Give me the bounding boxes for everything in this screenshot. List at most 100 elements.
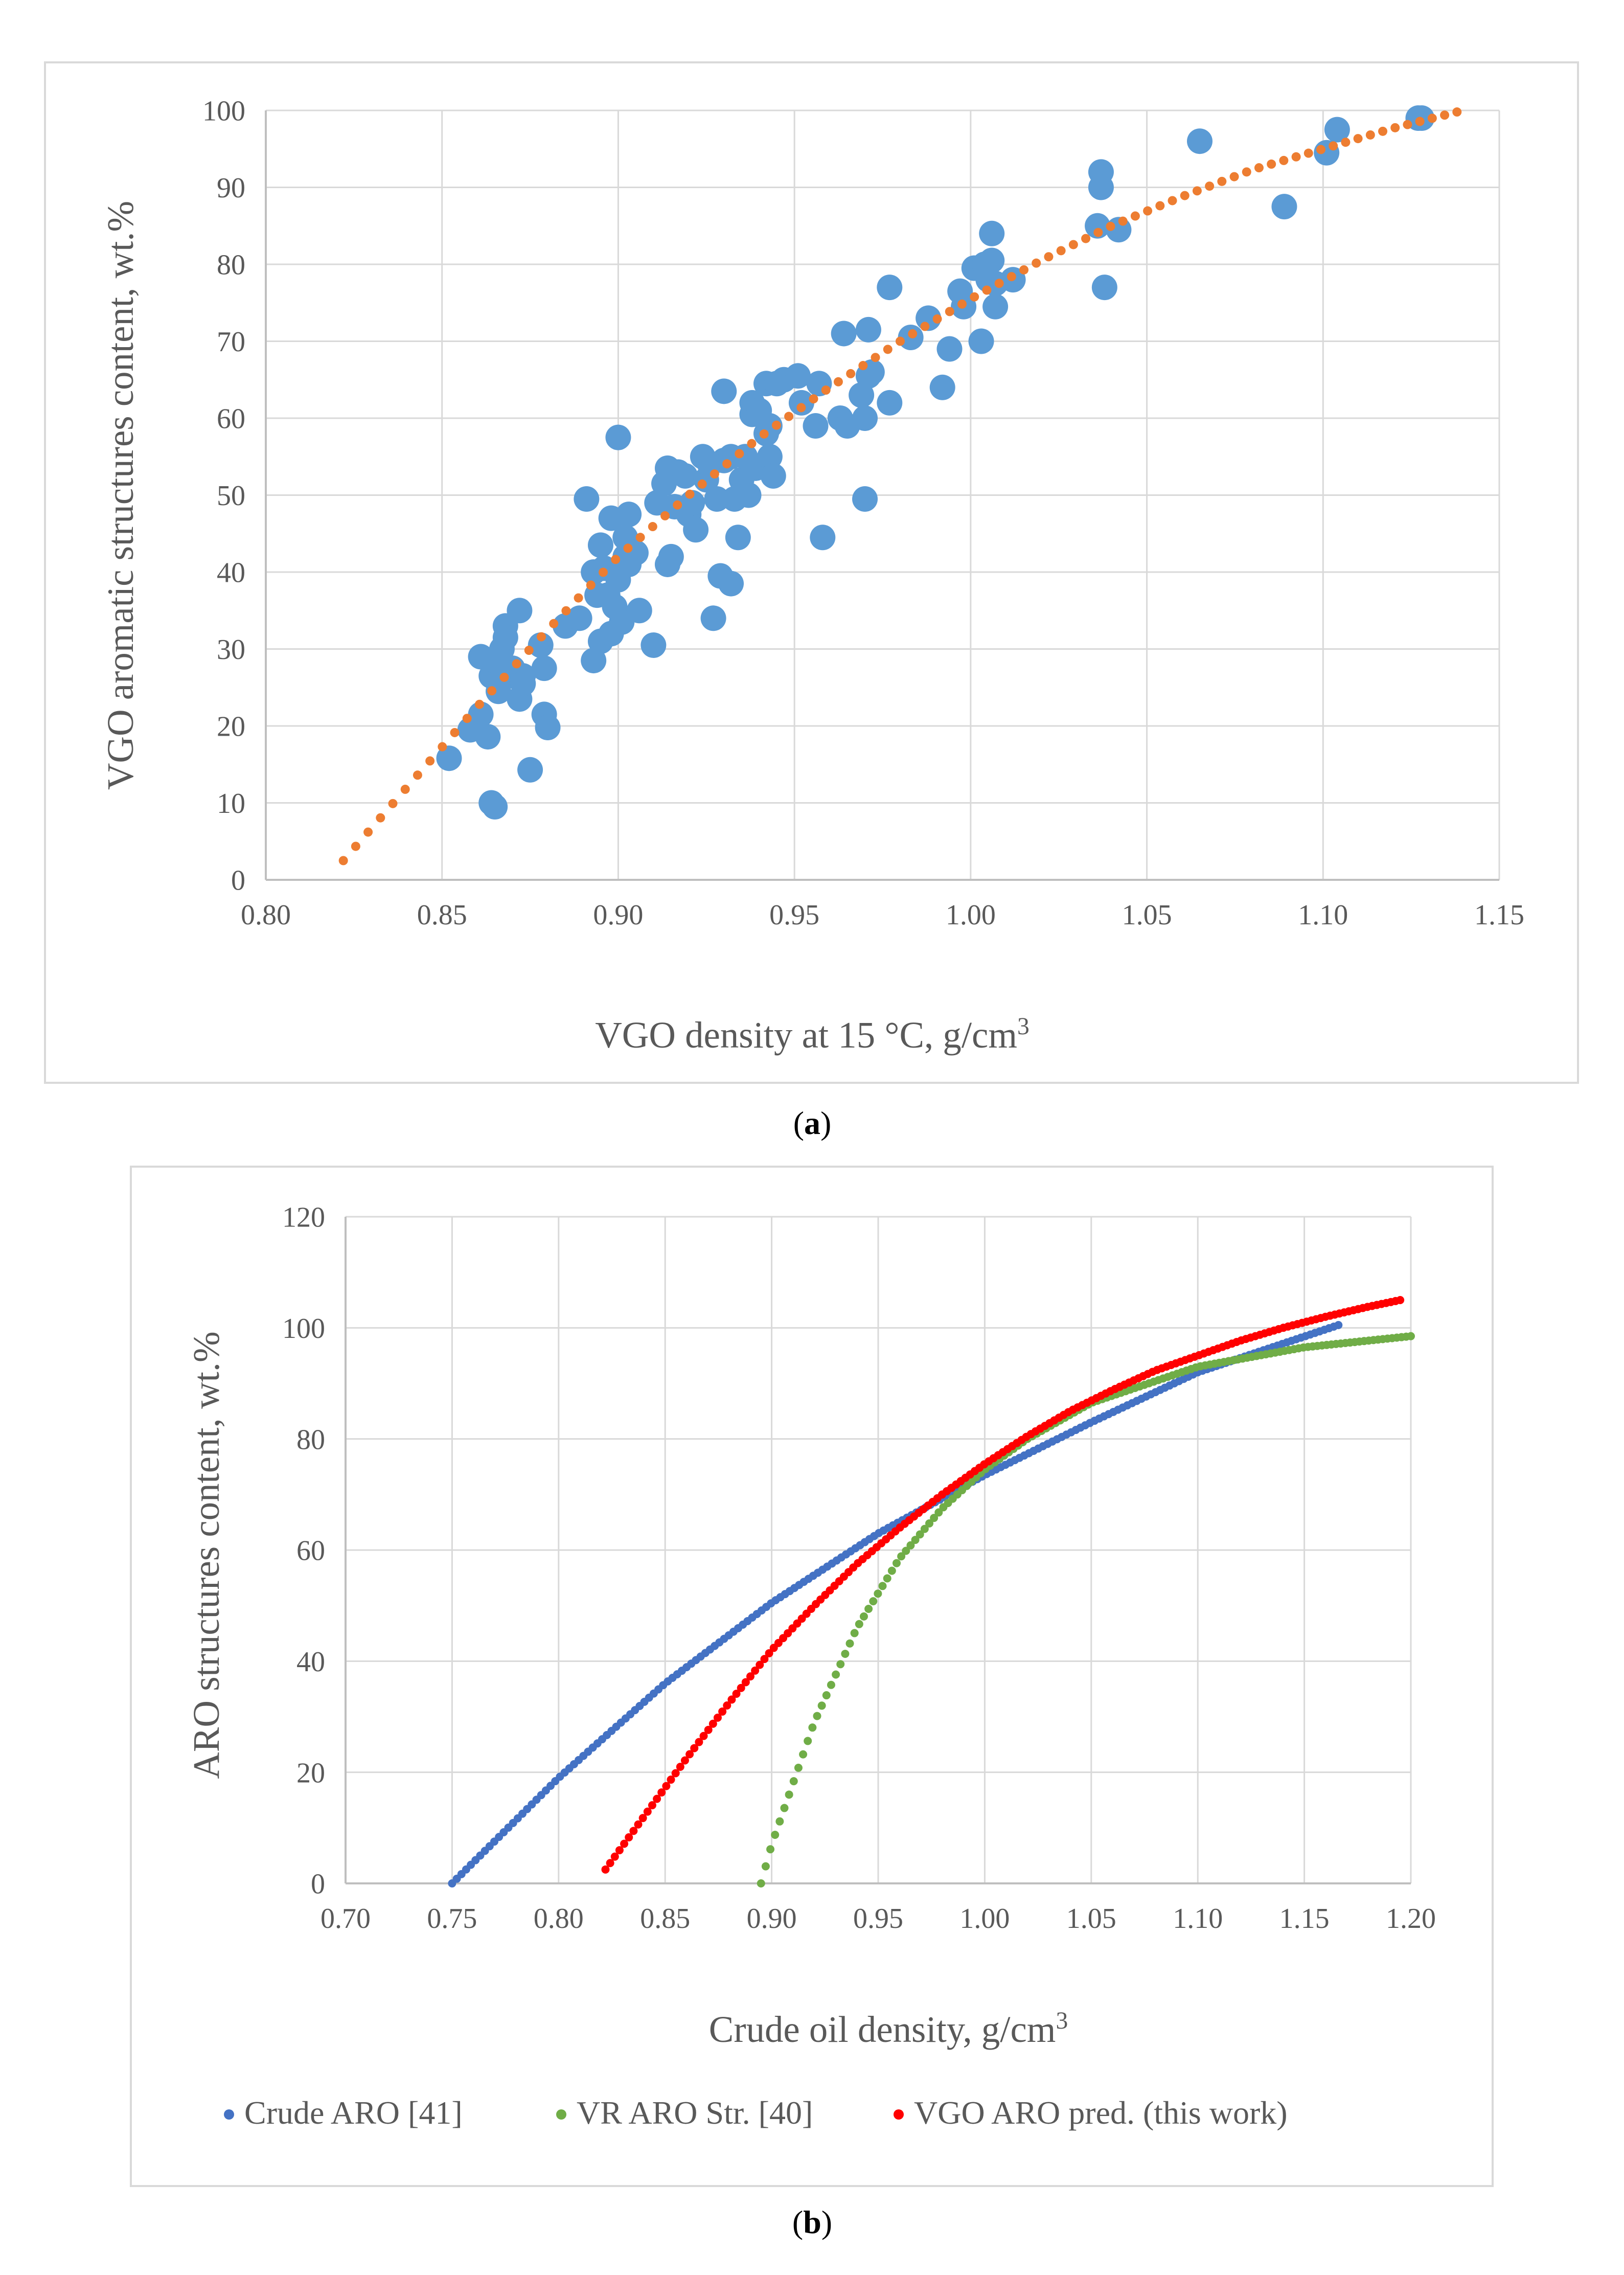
chart-a-fit-point: [536, 632, 546, 642]
chart-b-series-3-point: [610, 1852, 619, 1861]
chart-a-data-point: [803, 413, 829, 439]
chart-a-data-point: [626, 598, 652, 624]
chart-a-fit-point: [1118, 216, 1128, 226]
chart-b-xtick-label: 1.00: [959, 1903, 1010, 1935]
chart-b-svg: 0.70 0.75 0.80 0.85 0.90 0.95 1.00 1.05 1.10 1.15…: [186, 1202, 1436, 2131]
chart-a-xtick-label: 0.80: [241, 899, 291, 931]
chart-b-xtick-label: 1.10: [1173, 1903, 1223, 1935]
chart-a-fit-point: [474, 699, 484, 709]
chart-a-data-point: [718, 571, 744, 597]
chart-b-series-2-point: [757, 1879, 765, 1887]
chart-a-fit-point: [549, 619, 559, 628]
chart-a-fit-point: [512, 659, 521, 669]
chart-a-ytick-label: 90: [217, 172, 245, 204]
chart-b-series-2-point: [761, 1862, 770, 1871]
chart-a-data-point: [700, 605, 726, 631]
chart-b-series-2-point: [822, 1691, 831, 1700]
chart-a-ytick-label: 70: [217, 326, 245, 358]
chart-b-series-3-point: [676, 1763, 684, 1771]
chart-a-fit-point: [895, 336, 905, 346]
chart-a-data-point: [711, 378, 737, 404]
chart-a-fit-point: [994, 279, 1004, 288]
chart-a-fit-point: [1329, 141, 1338, 151]
chart-a-fit-point: [1390, 123, 1400, 132]
chart-a-xtick-label: 1.15: [1474, 899, 1524, 931]
chart-b-series-3-point: [704, 1725, 713, 1734]
chart-a-data-point: [877, 390, 903, 416]
chart-b-series-3-point: [629, 1827, 638, 1835]
chart-a-fit-point: [1044, 252, 1054, 262]
chart-a-svg: 0.80 0.85 0.90 0.95 1.00 1.05 1.10 1.15 0 10 20 30 4…: [100, 96, 1524, 1056]
chart-b-ytick-label: 60: [296, 1535, 325, 1567]
chart-b-series-3-point: [727, 1695, 736, 1704]
chart-b-series-2-point: [789, 1777, 798, 1786]
chart-a-data-point: [616, 502, 642, 528]
chart-a-data-point: [1271, 194, 1297, 220]
chart-b-series-2-point: [804, 1737, 812, 1745]
chart-a-fit-point: [1180, 191, 1190, 200]
chart-a-fit-point: [1303, 148, 1313, 158]
chart-b-series-3-point: [657, 1788, 666, 1797]
chart-a-xtick-label: 1.00: [946, 899, 996, 931]
chart-a-fit-point: [846, 369, 856, 378]
chart-b-xtick-label: 1.20: [1386, 1903, 1436, 1935]
chart-b-ytick-label: 0: [311, 1869, 325, 1900]
chart-a-fit-point: [1229, 172, 1239, 181]
chart-b-series-3-point: [695, 1738, 703, 1746]
chart-b-series-3-point: [756, 1660, 764, 1669]
chart-a-fit-point: [759, 429, 769, 439]
chart-a-fit-point: [1143, 206, 1153, 216]
chart-a-fit-point: [1192, 186, 1202, 196]
chart-a-fit-point: [487, 686, 497, 696]
chart-a-ytick-label: 50: [217, 480, 245, 512]
chart-a-data-point: [641, 632, 667, 658]
chart-a-fit-point: [982, 285, 992, 295]
chart-a-xtick-label: 0.90: [593, 899, 643, 931]
chart-b-series-3-point: [732, 1690, 741, 1698]
chart-a-fit-point: [821, 385, 831, 395]
chart-b-series-2-point: [780, 1804, 789, 1812]
chart-a-data-point: [507, 598, 533, 624]
chart-a-fit-point: [1130, 211, 1140, 221]
chart-a-data-point: [704, 486, 730, 512]
chart-a-data-point: [683, 517, 709, 543]
chart-a-fit-point: [833, 377, 843, 386]
chart-a-fit-point: [1242, 167, 1251, 177]
chart-b-series-2-point: [827, 1680, 835, 1689]
chart-b-series-2-point: [813, 1712, 821, 1720]
chart-b-legend-marker-2: [556, 2109, 566, 2120]
chart-b-series-3-point: [708, 1719, 717, 1728]
chart-a-fit-point: [413, 770, 422, 780]
chart-b-series-3-point: [620, 1839, 629, 1848]
chart-b-series-3-point: [718, 1707, 727, 1716]
chart-a-fit-point: [338, 856, 348, 866]
chart-a-fit-point: [1093, 228, 1103, 237]
chart-a-data-point: [658, 543, 684, 570]
chart-b-series-2-point: [850, 1629, 859, 1637]
chart-a-fit-point: [970, 292, 979, 302]
chart-b-series-2-point: [906, 1541, 915, 1550]
chart-a-xtick-label: 0.95: [769, 899, 819, 931]
chart-b-series-2-point: [911, 1536, 920, 1544]
chart-a-fit-point: [1267, 160, 1276, 169]
chart-b-xtick-label: 0.95: [853, 1903, 903, 1935]
chart-b-series-3-point: [1396, 1296, 1405, 1304]
chart-b-series-3-point: [713, 1713, 722, 1722]
chart-a-fit-point: [660, 511, 670, 520]
chart-a-data-point: [757, 444, 783, 470]
chart-b-series-2-point: [785, 1790, 793, 1799]
chart-a-data-point: [1186, 128, 1213, 154]
chart-b-series-2-point: [766, 1845, 775, 1854]
chart-a-fit-point: [1007, 272, 1016, 282]
chart-b-series-3-point: [699, 1732, 708, 1740]
chart-b-xtick-label: 0.70: [321, 1903, 371, 1935]
chart-a-data-point: [531, 655, 557, 681]
chart-b-series-2-point: [883, 1574, 891, 1583]
chart-a-fit-point: [351, 841, 360, 851]
chart-a-data-point: [849, 382, 875, 408]
chart-a-ytick-label: 10: [217, 788, 245, 820]
chart-b-series-3-point: [765, 1649, 773, 1657]
chart-a-fit-point: [858, 361, 868, 371]
chart-b-series-1-point: [1334, 1321, 1343, 1329]
chart-a-fit-point: [561, 606, 571, 616]
